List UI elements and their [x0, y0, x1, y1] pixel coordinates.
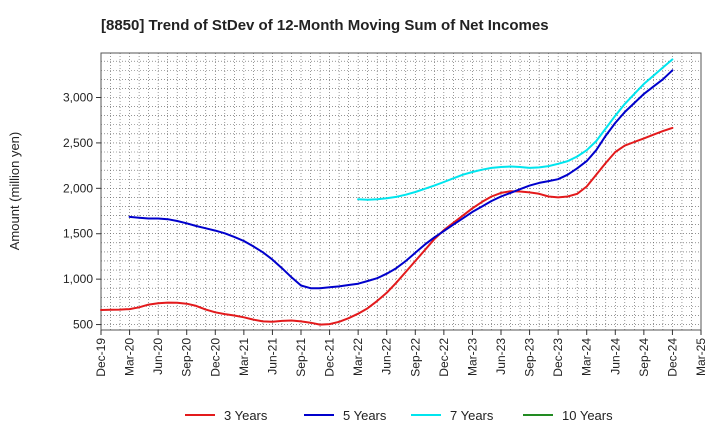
y-tick-label: 3,000: [63, 91, 93, 105]
x-tick-label: Sep-23: [523, 338, 537, 377]
series-line-7-years: [357, 58, 674, 201]
x-tick-label: Dec-19: [94, 338, 108, 377]
x-tick-label: Jun-20: [151, 338, 165, 375]
y-axis: 500 1,000 1,500 2,000 2,500 3,000: [63, 91, 101, 332]
series-line-5-years: [128, 69, 674, 290]
x-axis: Dec-19 Mar-20 Jun-20 Sep-20 Dec-20 Mar-21 Jun-…: [94, 330, 708, 377]
y-axis-label: Amount (million yen): [7, 132, 22, 251]
x-tick-label: Dec-20: [208, 338, 222, 377]
legend: 3 Years 5 Years 7 Years 10 Years: [185, 408, 613, 423]
x-tick-label: Jun-24: [608, 338, 622, 375]
x-tick-label: Dec-23: [551, 338, 565, 377]
x-tick-label: Mar-25: [694, 338, 708, 376]
x-tick-label: Mar-22: [351, 338, 365, 376]
x-tick-label: Jun-22: [380, 338, 394, 375]
x-tick-label: Sep-22: [408, 338, 422, 377]
x-tick-label: Dec-24: [665, 338, 679, 377]
series-layer: [100, 58, 674, 326]
x-tick-label: Jun-23: [494, 338, 508, 375]
chart-title: [8850] Trend of StDev of 12-Month Moving…: [101, 17, 549, 34]
y-tick-label: 2,500: [63, 136, 93, 150]
series-line-3-years: [100, 126, 674, 326]
x-tick-label: Sep-21: [294, 338, 308, 377]
grid: [101, 53, 701, 330]
legend-label: 5 Years: [343, 408, 387, 423]
y-tick-label: 1,500: [63, 227, 93, 241]
legend-label: 3 Years: [224, 408, 268, 423]
y-tick-label: 2,000: [63, 181, 93, 195]
x-tick-label: Dec-22: [437, 338, 451, 377]
x-tick-label: Mar-23: [465, 338, 479, 376]
x-tick-label: Sep-24: [637, 338, 651, 377]
x-tick-label: Mar-24: [580, 338, 594, 376]
x-tick-label: Mar-20: [123, 338, 137, 376]
x-tick-label: Jun-21: [265, 338, 279, 375]
y-tick-label: 500: [73, 318, 93, 332]
plot-area: [100, 52, 702, 331]
y-tick-label: 1,000: [63, 272, 93, 286]
legend-label: 7 Years: [450, 408, 494, 423]
legend-label: 10 Years: [562, 408, 613, 423]
x-tick-label: Sep-20: [180, 338, 194, 377]
x-tick-label: Mar-21: [237, 338, 251, 376]
x-tick-label: Dec-21: [323, 338, 337, 377]
